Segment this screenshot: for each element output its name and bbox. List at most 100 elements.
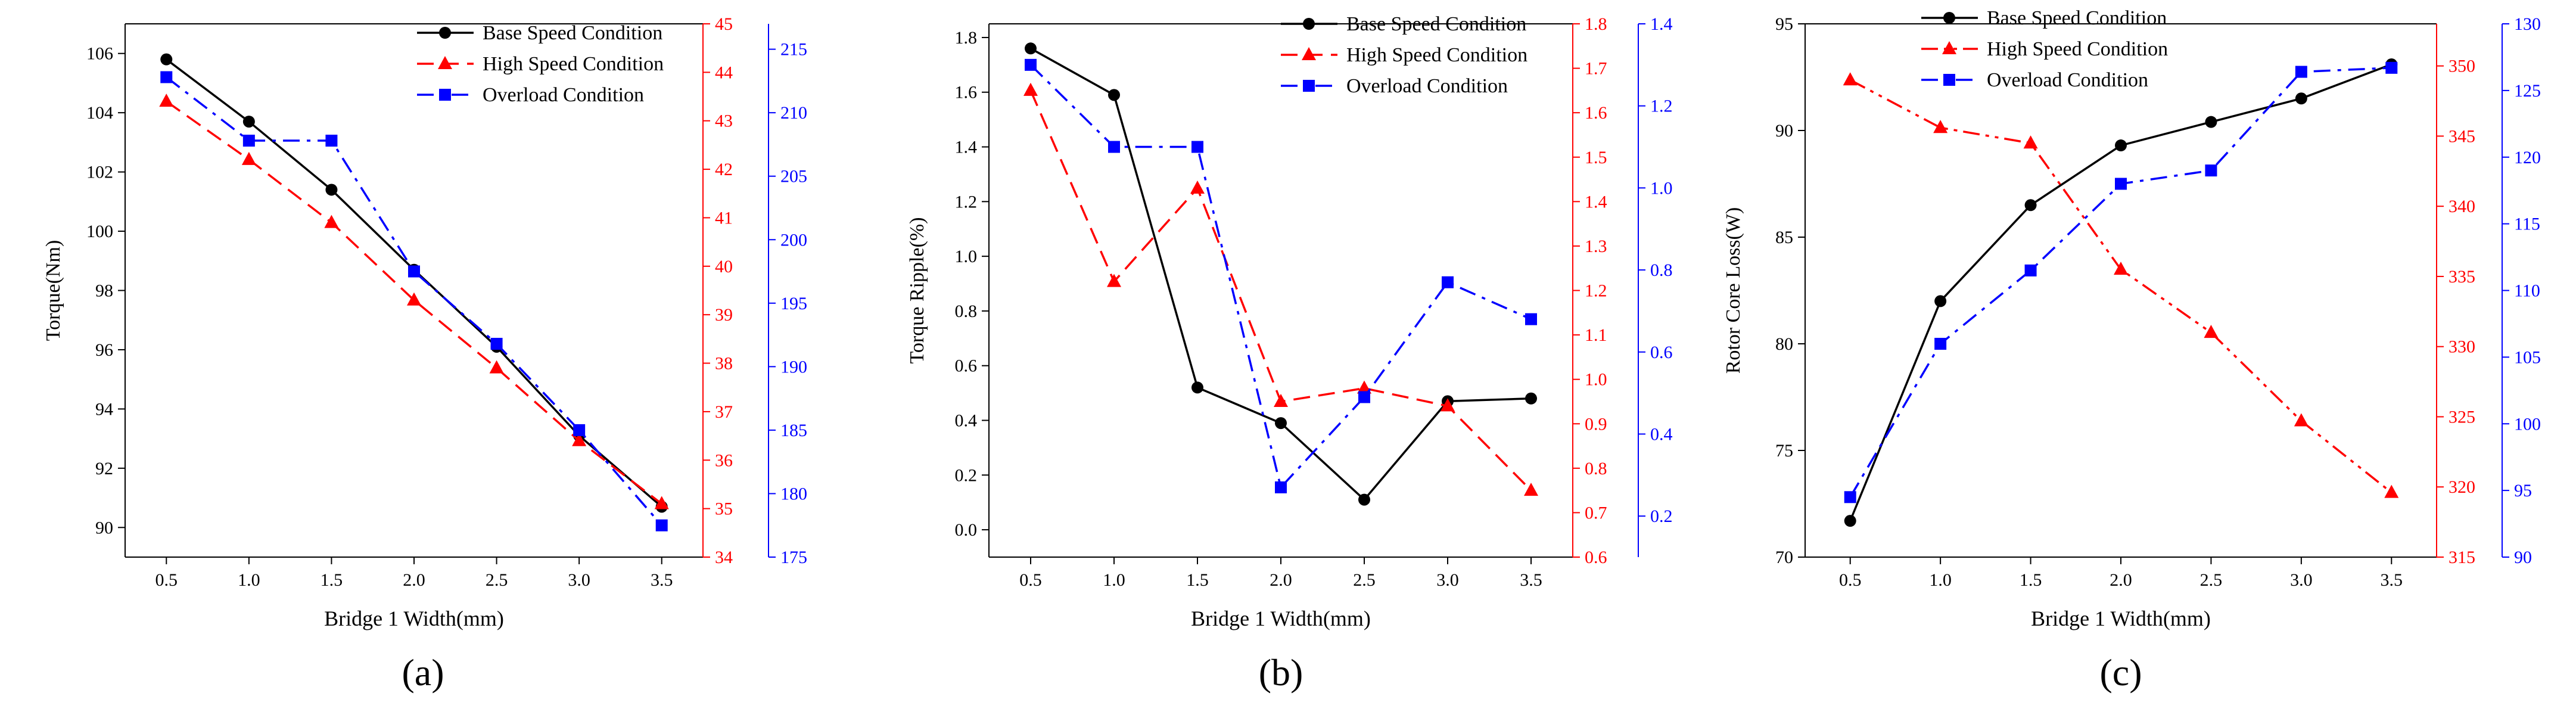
y-tick-label-left: 85 (1775, 228, 1793, 247)
legend-marker (1942, 41, 1956, 54)
y-tick-label-left: 75 (1775, 441, 1793, 461)
data-point (573, 424, 586, 436)
y-tick-label-right2: 210 (780, 103, 807, 123)
y-tick-label-right1: 38 (715, 354, 733, 374)
y-tick-label-right2: 185 (780, 421, 807, 440)
y-tick-label-right2: 190 (780, 357, 807, 377)
y-tick-label-right1: 1.1 (1585, 325, 1607, 345)
y-tick-label-left: 100 (86, 222, 113, 241)
y-tick-label-right1: 1.3 (1585, 237, 1607, 256)
legend-marker (439, 27, 451, 39)
series-3 (160, 71, 668, 531)
y-tick-label-right1: 345 (2449, 126, 2475, 146)
y-tick-label-right2: 120 (2514, 148, 2541, 167)
y-tick-label-right2: 105 (2514, 347, 2541, 367)
data-point (2384, 484, 2399, 498)
y-tick-label-left: 94 (95, 399, 113, 419)
legend-label: High Speed Condition (1987, 38, 2168, 60)
data-point (242, 116, 255, 128)
data-point (1358, 391, 1370, 403)
y-tick-label-left: 96 (95, 340, 113, 360)
data-point (1844, 491, 1856, 503)
data-point (2115, 139, 2127, 152)
data-point (1441, 398, 1455, 412)
data-point (2024, 264, 2037, 276)
legend-marker (438, 56, 452, 69)
y-tick-label-right1: 1.0 (1585, 370, 1607, 390)
chart-panel-2: 0.5 1.0 1.5 2.0 2.5 3.0 3.5 Bridge 1 Width(mm) 0… (906, 13, 1673, 694)
legend-label: Overload Condition (1346, 75, 1508, 97)
data-point (489, 360, 504, 374)
y-tick-label-right1: 1.2 (1585, 281, 1607, 301)
data-point (1844, 515, 1856, 527)
x-tick-label: 0.5 (1839, 570, 1862, 590)
data-point (2385, 61, 2398, 74)
data-point (407, 292, 421, 306)
y-tick-label-right1: 34 (715, 548, 733, 567)
x-tick-label: 1.5 (1186, 570, 1209, 590)
y-tick-label-right1: 0.6 (1585, 548, 1607, 567)
y-tick-label-right1: 340 (2449, 197, 2475, 216)
x-tick-label: 2.5 (486, 570, 508, 590)
data-point (654, 496, 669, 509)
x-tick-label: 3.5 (1520, 570, 1542, 590)
y-tick-label-right1: 1.5 (1585, 148, 1607, 167)
series-2 (1023, 82, 1538, 496)
data-point (241, 151, 256, 165)
data-point (2115, 178, 2127, 190)
y-tick-label-left: 1.4 (955, 138, 978, 157)
data-point (325, 135, 338, 147)
y-tick-label-left: 70 (1775, 548, 1793, 567)
x-tick-label: 1.5 (321, 570, 343, 590)
y-tick-label-right1: 44 (715, 63, 733, 82)
x-tick-label: 1.0 (1929, 570, 1952, 590)
y-tick-label-right2: 215 (780, 40, 807, 60)
data-point (1191, 141, 1203, 153)
data-point (1275, 481, 1287, 493)
legend-label: Base Speed Condition (483, 22, 662, 44)
y-tick-label-right2: 130 (2514, 14, 2541, 34)
x-tick-label: 3.5 (2381, 570, 2403, 590)
legend-label: Base Speed Condition (1346, 13, 1526, 35)
x-tick-label: 2.5 (1353, 570, 1376, 590)
data-point (490, 338, 503, 350)
x-tick-label: 2.0 (1270, 570, 1292, 590)
panel-label: (c) (2099, 651, 2142, 694)
y-tick-label-left: 0.6 (955, 356, 978, 376)
y-tick-label-right2: 110 (2514, 281, 2540, 301)
data-point (2024, 199, 2037, 212)
data-point (2023, 135, 2038, 149)
legend-label: Overload Condition (483, 84, 644, 106)
y-tick-label-left: 102 (86, 163, 113, 182)
series-1 (1025, 42, 1537, 506)
y-tick-label-right1: 0.7 (1585, 503, 1607, 523)
legend: Base Speed Condition High Speed Condition… (417, 22, 664, 106)
y-tick-label-right1: 35 (715, 499, 733, 519)
y-tick-label-right1: 37 (715, 402, 733, 422)
x-axis-label: Bridge 1 Width(mm) (324, 607, 504, 630)
x-tick-label: 3.0 (1436, 570, 1459, 590)
y-tick-label-right2: 180 (780, 484, 807, 503)
legend-label: Overload Condition (1987, 69, 2148, 91)
y-tick-label-right2: 0.6 (1650, 343, 1673, 362)
y-tick-label-left: 0.4 (955, 411, 978, 431)
legend-label: Base Speed Condition (1987, 7, 2167, 29)
series-line (1030, 47, 1532, 502)
y-tick-label-right1: 40 (715, 257, 733, 276)
y-axis-label: Rotor Core Loss(W) (1722, 207, 1744, 374)
y-tick-label-right1: 1.8 (1585, 14, 1607, 34)
y-axis-label: Torque Ripple(%) (906, 217, 928, 364)
legend: Base Speed Condition High Speed Condition… (1921, 7, 2168, 91)
data-point (2205, 164, 2217, 177)
y-tick-label-right1: 1.7 (1585, 59, 1607, 79)
y-tick-label-left: 0.2 (955, 465, 978, 485)
y-tick-label-right2: 200 (780, 230, 807, 250)
y-tick-label-right2: 205 (780, 167, 807, 186)
data-point (1275, 417, 1287, 430)
x-axis-label: Bridge 1 Width(mm) (1191, 607, 1371, 630)
y-tick-label-right1: 350 (2449, 57, 2475, 76)
data-point (1108, 89, 1120, 101)
y-tick-label-left: 90 (1775, 121, 1793, 141)
y-tick-label-right2: 100 (2514, 414, 2541, 434)
